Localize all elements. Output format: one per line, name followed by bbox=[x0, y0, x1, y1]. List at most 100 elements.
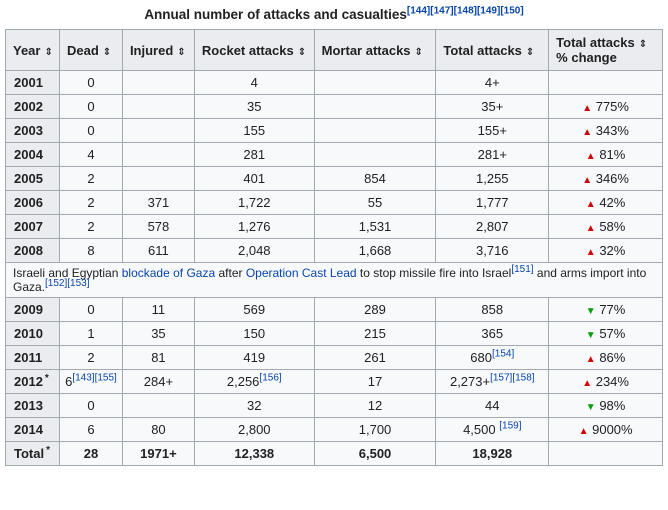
table-row-2008: 2008 8 611 2,048 1,668 3,716 ▲ 32% bbox=[5, 238, 663, 263]
mortar-attacks-cell: 1,668 bbox=[313, 238, 437, 263]
rocket-attacks-cell: 1,276 bbox=[193, 214, 315, 239]
total-attacks-cell: 155+ bbox=[435, 118, 550, 143]
year-cell: 2007 bbox=[5, 214, 60, 239]
change-value: 58% bbox=[599, 219, 626, 234]
ref-143-155-link[interactable]: [143][155] bbox=[72, 372, 117, 384]
total-attacks-cell: 1,777 bbox=[435, 190, 550, 215]
dead-cell: 2 bbox=[58, 190, 123, 215]
year-cell: 2005 bbox=[5, 166, 60, 191]
ref-159-link[interactable]: [159] bbox=[499, 420, 522, 432]
table-row-2010: 2010 1 35 150 215 365 ▼ 57% bbox=[5, 321, 663, 346]
header-label: Mortar attacks bbox=[321, 42, 411, 58]
change-value: 346% bbox=[595, 171, 629, 186]
sort-icon[interactable]: ⇕ bbox=[177, 46, 186, 58]
sort-icon[interactable]: ⇕ bbox=[414, 46, 423, 58]
table-row-2007: 2007 2 578 1,276 1,531 2,807 ▲ 58% bbox=[5, 214, 663, 239]
note-text: and arms import into Gaza. bbox=[13, 266, 647, 294]
col-header-total-attacks[interactable]: Total attacks ⇕ bbox=[435, 29, 550, 71]
year-cell: 2004 bbox=[5, 142, 60, 167]
trend-up-icon: ▲ bbox=[585, 354, 596, 365]
dead-cell: 0 bbox=[58, 297, 123, 322]
dead-cell: 0 bbox=[58, 70, 123, 95]
mortar-attacks-cell: 1,700 bbox=[313, 417, 437, 442]
total-attacks-cell: 1,255 bbox=[435, 166, 550, 191]
injured-cell bbox=[121, 70, 195, 95]
trend-up-icon: ▲ bbox=[585, 199, 596, 210]
col-header-injured[interactable]: Injured ⇕ bbox=[121, 29, 195, 71]
sort-icon[interactable]: ⇕ bbox=[525, 46, 535, 58]
total-attacks-cell: 858 bbox=[435, 297, 550, 322]
blockade-of-gaza-link[interactable]: blockade of Gaza bbox=[121, 266, 216, 280]
sort-icon[interactable]: ⇕ bbox=[638, 39, 648, 50]
mortar-attacks-cell bbox=[313, 94, 437, 119]
table-row-2014: 2014 6 80 2,800 1,700 4,500 [159] ▲ 9000… bbox=[5, 417, 663, 442]
mortar-attacks-cell: 289 bbox=[313, 297, 437, 322]
ref-154-link[interactable]: [154] bbox=[492, 348, 515, 360]
change-cell: ▲ 81% bbox=[548, 142, 663, 167]
col-header-total-attacks-change[interactable]: Total attacks ⇕ % change bbox=[548, 29, 663, 71]
rocket-attacks-cell: 2,256[156] bbox=[193, 369, 315, 394]
ref-148-link[interactable]: [148] bbox=[453, 5, 477, 17]
injured-cell bbox=[121, 118, 195, 143]
total-attacks-cell: 2,807 bbox=[435, 214, 550, 239]
rocket-attacks-cell: 12,338 bbox=[193, 441, 315, 466]
footnote-asterisk: * bbox=[44, 372, 49, 384]
change-value: 98% bbox=[599, 398, 626, 413]
ref-157-158-link[interactable]: [157][158] bbox=[490, 372, 535, 384]
rocket-attacks-cell: 569 bbox=[193, 297, 315, 322]
ref-156-link[interactable]: [156] bbox=[259, 372, 282, 384]
attacks-casualties-table: Year ⇕ Dead ⇕ Injured ⇕ Rocket attacks ⇕ Mor… bbox=[5, 29, 663, 466]
sort-icon[interactable]: ⇕ bbox=[102, 46, 112, 58]
dead-cell: 2 bbox=[58, 345, 123, 370]
dead-cell: 4 bbox=[58, 142, 123, 167]
change-value: 86% bbox=[599, 350, 626, 365]
change-value: 343% bbox=[595, 123, 629, 138]
change-value: 57% bbox=[599, 326, 626, 341]
table-row-2013: 2013 0 32 12 44 ▼ 98% bbox=[5, 393, 663, 418]
mortar-attacks-cell bbox=[313, 142, 437, 167]
ref-152-153-link[interactable]: [152][153] bbox=[45, 278, 90, 289]
change-value: 9000% bbox=[592, 422, 633, 437]
ref-149-link[interactable]: [149] bbox=[476, 5, 501, 17]
trend-down-icon: ▼ bbox=[585, 330, 596, 341]
col-header-year[interactable]: Year ⇕ bbox=[5, 29, 60, 71]
rocket-attacks-cell: 419 bbox=[193, 345, 315, 370]
dead-cell: 6 bbox=[58, 417, 123, 442]
ref-150-link[interactable]: [150] bbox=[500, 5, 524, 17]
year-cell: 2013 bbox=[5, 393, 60, 418]
year-label: 2012 bbox=[14, 374, 43, 389]
rocket-attacks-value: 2,256 bbox=[226, 374, 260, 389]
total-row: Total * 28 1971+ 12,338 6,500 18,928 bbox=[5, 441, 663, 466]
table-row-2011: 2011 2 81 419 261 680[154] ▲ 86% bbox=[5, 345, 663, 370]
injured-cell: 80 bbox=[121, 417, 195, 442]
year-cell: 2009 bbox=[5, 297, 60, 322]
total-attacks-value: 2,273+ bbox=[449, 374, 491, 389]
col-header-mortar-attacks[interactable]: Mortar attacks ⇕ bbox=[313, 29, 437, 71]
table-row-2009: 2009 0 11 569 289 858 ▼ 77% bbox=[5, 297, 663, 322]
change-cell bbox=[548, 441, 663, 466]
operation-cast-lead-link[interactable]: Operation Cast Lead bbox=[245, 266, 357, 280]
sort-icon[interactable]: ⇕ bbox=[44, 46, 53, 58]
col-header-rocket-attacks[interactable]: Rocket attacks ⇕ bbox=[193, 29, 315, 71]
change-cell bbox=[548, 70, 663, 95]
ref-147-link[interactable]: [147] bbox=[430, 5, 454, 17]
injured-cell: 371 bbox=[121, 190, 195, 215]
col-header-dead[interactable]: Dead ⇕ bbox=[58, 29, 123, 71]
total-attacks-cell: 4+ bbox=[435, 70, 550, 95]
dead-cell: 0 bbox=[58, 393, 123, 418]
trend-up-icon: ▲ bbox=[582, 103, 593, 114]
header-label: Total attacks bbox=[443, 42, 522, 58]
table-row-2003: 2003 0 155 155+ ▲ 343% bbox=[5, 118, 663, 143]
sort-icon[interactable]: ⇕ bbox=[297, 46, 307, 58]
change-value: 81% bbox=[599, 147, 626, 162]
header-label: Year bbox=[13, 42, 41, 58]
mortar-attacks-cell bbox=[313, 70, 437, 95]
change-value: 77% bbox=[599, 302, 626, 317]
year-cell: 2011 bbox=[5, 345, 60, 370]
mortar-attacks-cell bbox=[313, 118, 437, 143]
ref-151-link[interactable]: [151] bbox=[511, 264, 534, 275]
ref-144-link[interactable]: [144] bbox=[406, 5, 431, 17]
year-cell: Total * bbox=[5, 441, 60, 466]
dead-cell: 1 bbox=[58, 321, 123, 346]
total-attacks-value: 4,500 bbox=[463, 422, 496, 437]
